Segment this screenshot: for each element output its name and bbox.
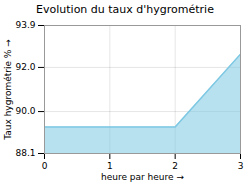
svg-text:0: 0 [42,161,48,171]
svg-text:93.9: 93.9 [15,20,35,30]
html-text:Evolution du taux d'hygrométri: Evolution du taux d'hygrométrie [36,3,214,16]
svg-text:1: 1 [107,161,113,171]
svg-text:88.1: 88.1 [15,148,35,158]
svg-text:heure par heure →: heure par heure → [101,172,184,182]
svg-text:3: 3 [238,161,244,171]
svg-text:2: 2 [172,161,178,171]
svg-text:92.0: 92.0 [15,62,35,72]
svg-text:Taux hygrométrie % →: Taux hygrométrie % → [3,39,13,141]
svg-text:90.0: 90.0 [15,106,35,116]
